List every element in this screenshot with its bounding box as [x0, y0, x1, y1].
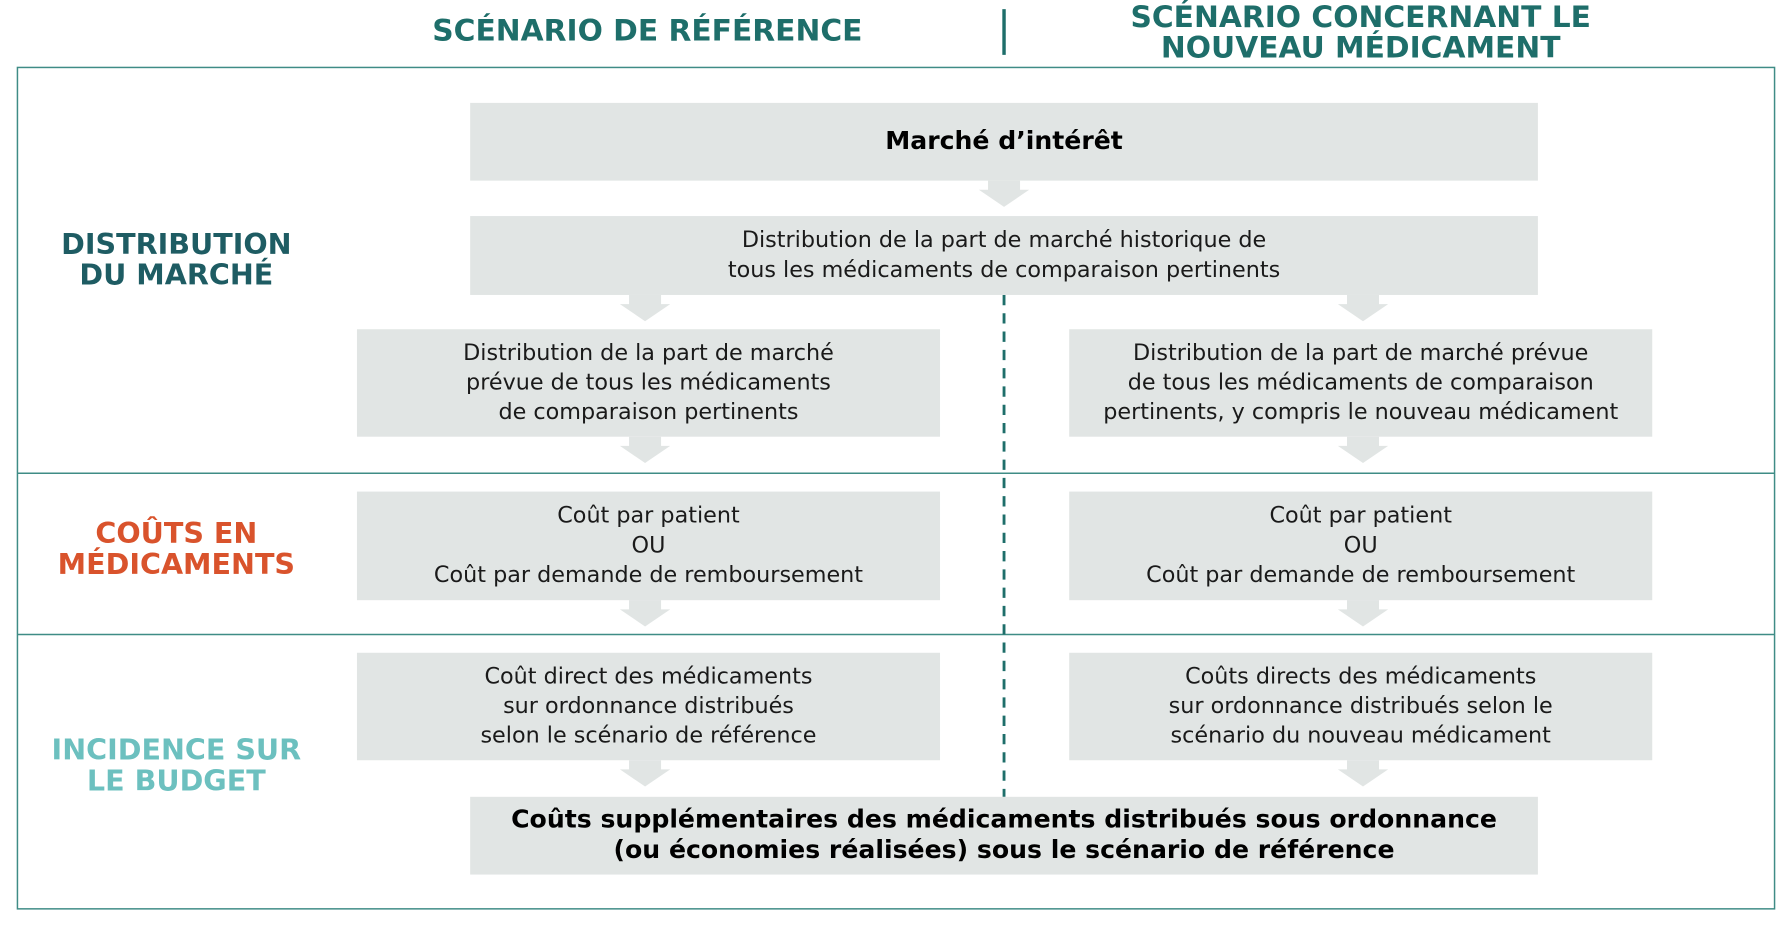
box-text: Coût par demande de remboursement	[434, 562, 863, 588]
section-label: MÉDICAMENTS	[58, 547, 295, 581]
header-right: SCÉNARIO CONCERNANT LE	[1130, 0, 1590, 35]
arrow	[1337, 436, 1389, 463]
arrow	[1337, 600, 1389, 627]
box	[470, 102, 1538, 181]
section-label: INCIDENCE SUR	[52, 733, 302, 767]
box-text: OU	[632, 532, 666, 558]
frame	[16, 66, 1776, 910]
section-label: COÛTS EN	[95, 516, 257, 550]
box-text: pertinents, y compris le nouveau médicam…	[1103, 399, 1618, 425]
header-left: SCÉNARIO DE RÉFÉRENCE	[432, 13, 862, 49]
arrow	[619, 436, 671, 463]
box-text: tous les médicaments de comparaison pert…	[728, 257, 1280, 283]
box-text: selon le scénario de référence	[480, 723, 816, 749]
arrow	[619, 294, 671, 322]
box	[1069, 329, 1653, 437]
box	[1069, 491, 1653, 601]
box	[1069, 652, 1653, 761]
box-text: scénario du nouveau médicament	[1171, 723, 1552, 749]
box-text: Coûts directs des médicaments	[1185, 663, 1536, 689]
box-text: de tous les médicaments de comparaison	[1128, 369, 1594, 395]
arrow	[978, 180, 1030, 207]
box-text: prévue de tous les médicaments	[466, 369, 831, 395]
box-text: Coûts supplémentaires des médicaments di…	[511, 804, 1497, 833]
box	[356, 491, 941, 601]
box-text: Distribution de la part de marché	[463, 340, 834, 366]
arrow	[1337, 760, 1389, 787]
section-label: DU MARCHÉ	[79, 258, 273, 292]
arrow	[619, 600, 671, 627]
section-label: LE BUDGET	[87, 764, 266, 798]
box-text: Marché d’intérêt	[885, 126, 1123, 155]
box-text: de comparaison pertinents	[498, 399, 798, 425]
box	[356, 329, 941, 437]
box	[470, 796, 1538, 875]
box-text: Coût par patient	[1269, 503, 1452, 529]
box-text: Distribution de la part de marché prévue	[1133, 340, 1588, 366]
arrow	[619, 760, 671, 787]
box	[470, 216, 1538, 295]
box-text: sur ordonnance distribués	[503, 693, 794, 719]
content: SCÉNARIO DE RÉFÉRENCE SCÉNARIO CONCERNANT…	[52, 0, 1653, 875]
arrow	[1337, 294, 1389, 322]
section-label: DISTRIBUTION	[61, 227, 291, 261]
box-text: Distribution de la part de marché histor…	[742, 227, 1266, 253]
box-text: (ou économies réalisées) sous le scénari…	[614, 835, 1395, 864]
box	[356, 652, 941, 761]
box-text: Coût par patient	[557, 503, 740, 529]
header-right: NOUVEAU MÉDICAMENT	[1161, 30, 1561, 66]
box-text: OU	[1344, 532, 1378, 558]
box-text: sur ordonnance distribués selon le	[1169, 693, 1553, 719]
box-text: Coût par demande de remboursement	[1146, 562, 1575, 588]
box-text: Coût direct des médicaments	[484, 663, 812, 689]
